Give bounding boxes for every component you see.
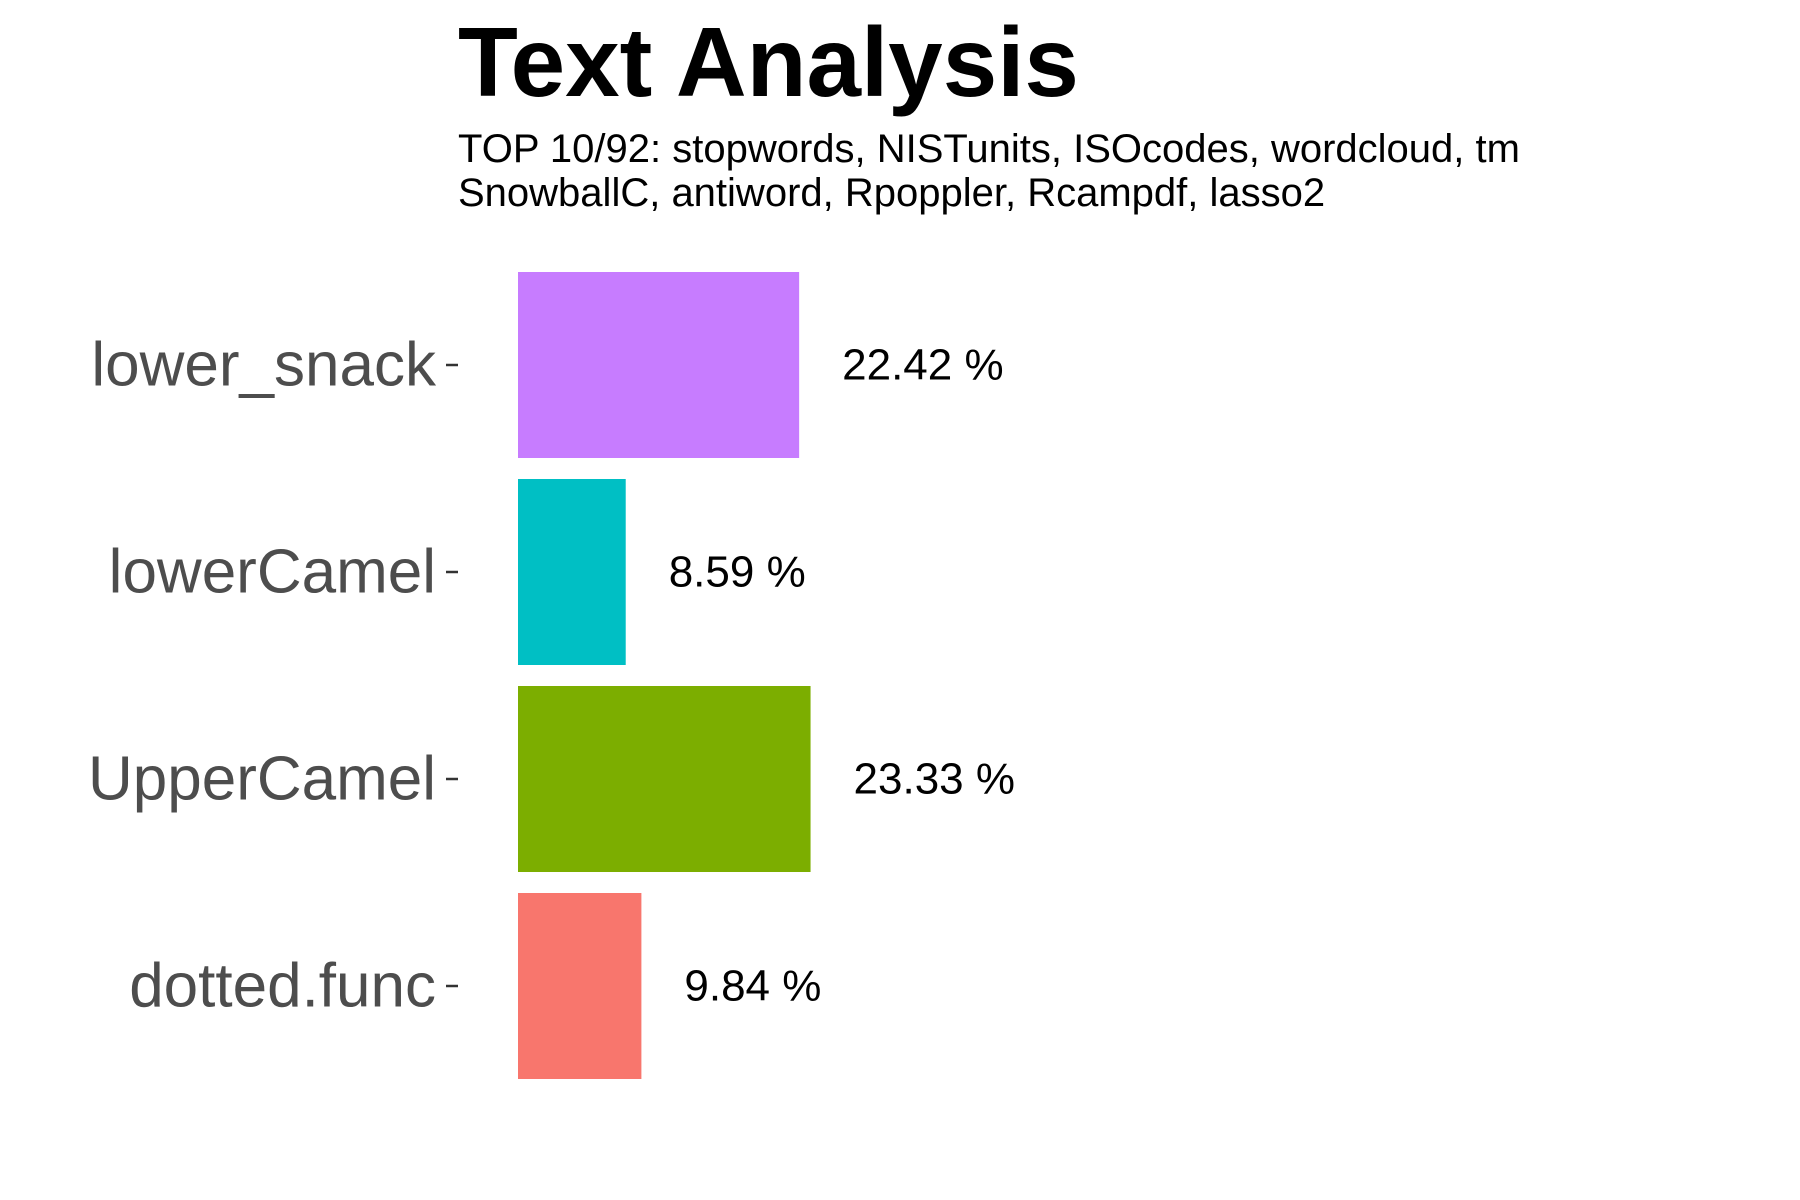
plot-area: lower_snack 22.42 % lowerCamel 8.59 % UpperC…: [88, 272, 1015, 1079]
category-label-dotted-func: dotted.func: [129, 952, 436, 1021]
bar-lowercamel: [518, 479, 626, 665]
chart-subtitle-line-2: SnowballC, antiword, Rpoppler, Rcampdf, …: [458, 171, 1325, 215]
value-label-lowercamel: 8.59 %: [669, 548, 806, 597]
value-label-dotted-func: 9.84 %: [684, 962, 821, 1011]
category-label-uppercamel: UpperCamel: [88, 745, 436, 814]
bar-uppercamel: [518, 686, 811, 872]
value-label-lower-snack: 22.42 %: [842, 341, 1003, 390]
category-label-lowercamel: lowerCamel: [109, 538, 436, 607]
bar-dotted-func: [518, 893, 642, 1079]
value-label-uppercamel: 23.33 %: [854, 755, 1015, 804]
bar-lower-snack: [518, 272, 800, 458]
category-label-lower-snack: lower_snack: [91, 331, 437, 400]
chart-subtitle-line-1: TOP 10/92: stopwords, NISTunits, ISOcode…: [458, 127, 1520, 171]
chart-title: Text Analysis: [458, 7, 1079, 117]
